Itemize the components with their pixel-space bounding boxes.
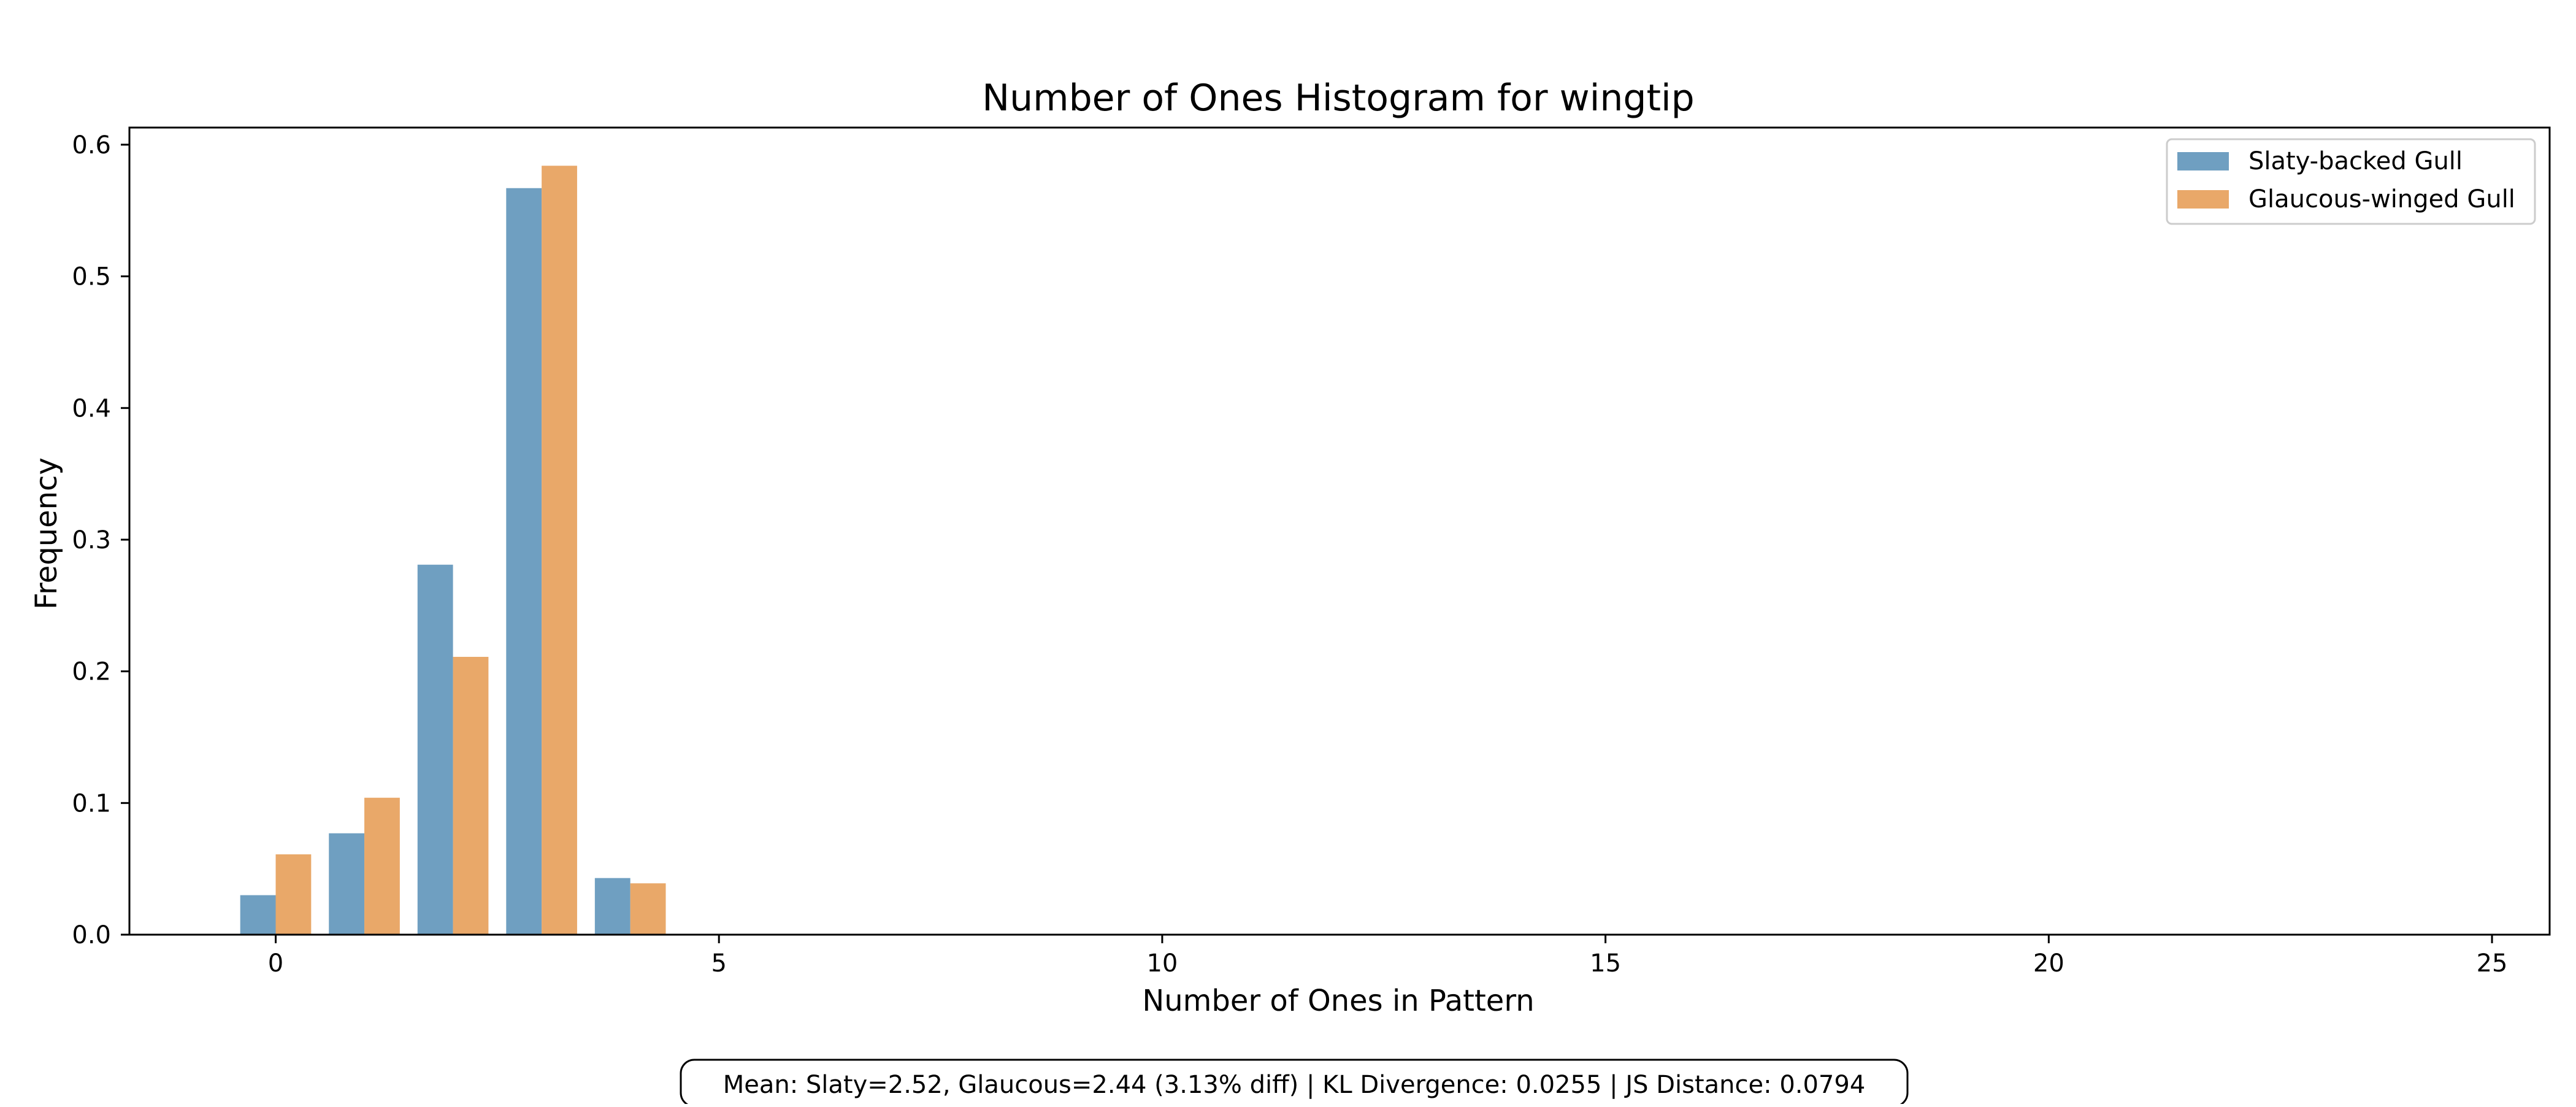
x-tick-label: 5 — [711, 949, 726, 978]
plot-frame — [128, 126, 2551, 936]
legend-swatch-glaucous — [2177, 190, 2229, 209]
y-tick-label: 0.0 — [72, 921, 111, 949]
y-tick-label: 0.6 — [72, 131, 111, 159]
bar-series-1-bin-4 — [630, 883, 666, 935]
y-tick-label: 0.4 — [72, 394, 111, 423]
x-tick-label: 10 — [1146, 949, 1178, 978]
x-tick-label: 25 — [2477, 949, 2508, 978]
y-axis-label: Frequency — [29, 458, 64, 610]
legend-frame — [2166, 138, 2536, 225]
chart-title: Number of Ones Histogram for wingtip — [982, 77, 1695, 120]
stats-annotation: Mean: Slaty=2.52, Glaucous=2.44 (3.13% d… — [680, 1059, 1909, 1107]
y-tick-label: 0.1 — [72, 789, 111, 818]
x-tick-label: 20 — [2033, 949, 2064, 978]
bar-series-1-bin-2 — [453, 657, 489, 935]
bar-series-0-bin-1 — [329, 833, 365, 935]
y-tick-label: 0.3 — [72, 526, 111, 554]
bar-series-0-bin-4 — [594, 878, 631, 935]
bar-series-0-bin-0 — [240, 895, 276, 935]
y-tick-label: 0.5 — [72, 263, 111, 291]
y-tick-label: 0.2 — [72, 658, 111, 686]
x-axis-ticks: 0 5 10 15 20 25 — [268, 935, 2508, 978]
legend: Slaty-backed Gull Glaucous-winged Gull — [2166, 138, 2536, 225]
y-axis-ticks: 0.0 0.1 0.2 0.3 0.4 0.5 0.6 — [72, 131, 129, 949]
x-tick-label: 0 — [268, 949, 283, 978]
legend-label-slaty: Slaty-backed Gull — [2248, 147, 2463, 175]
bar-series-1-bin-3 — [542, 166, 577, 935]
x-tick-label: 15 — [1590, 949, 1621, 978]
bar-series-0-bin-2 — [417, 564, 453, 935]
bar-series-1-bin-1 — [364, 797, 400, 935]
bars-layer — [240, 166, 666, 935]
legend-label-glaucous: Glaucous-winged Gull — [2248, 185, 2515, 213]
bar-series-1-bin-0 — [275, 854, 312, 935]
stats-text: Mean: Slaty=2.52, Glaucous=2.44 (3.13% d… — [723, 1071, 1866, 1099]
bar-series-0-bin-3 — [506, 188, 542, 935]
x-axis-label: Number of Ones in Pattern — [1142, 984, 1534, 1018]
legend-swatch-slaty — [2177, 152, 2229, 170]
